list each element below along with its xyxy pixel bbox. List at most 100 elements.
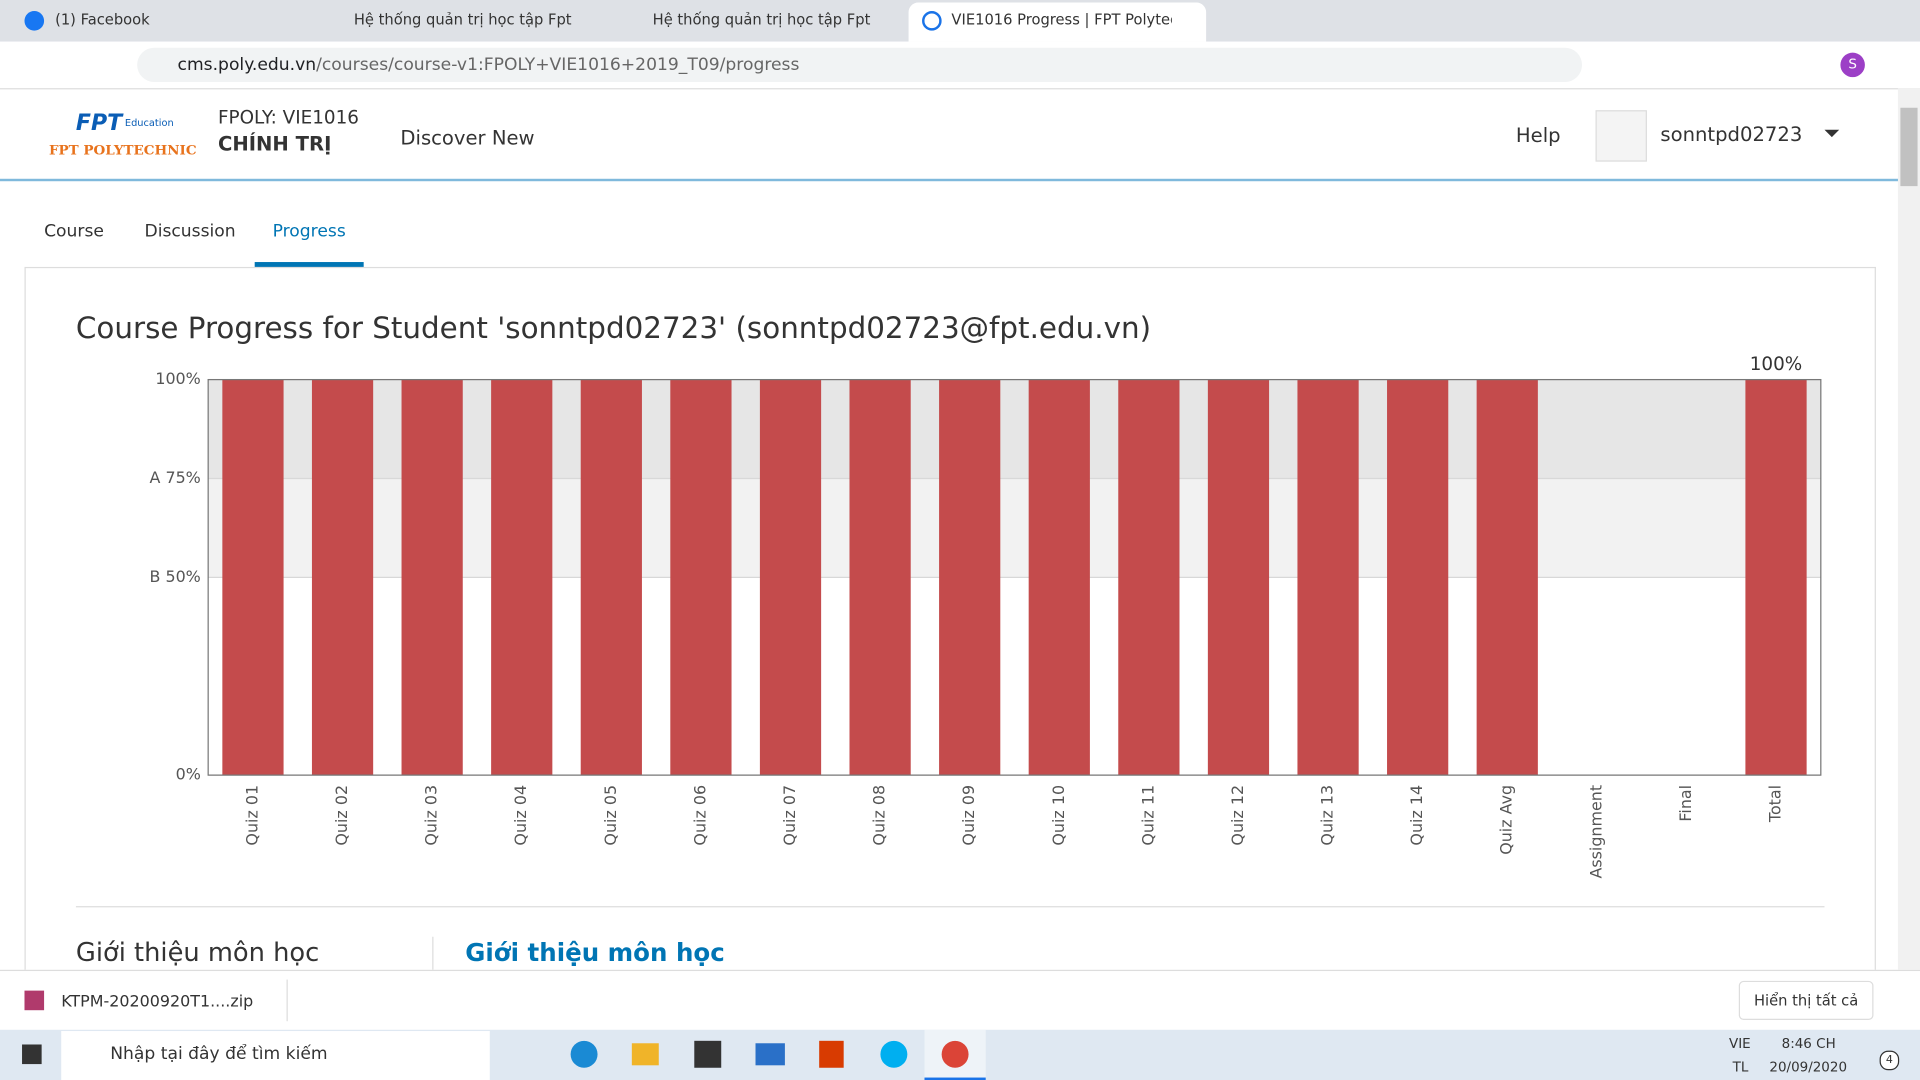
x-tick-label: Quiz 07 — [780, 785, 799, 846]
favicon — [922, 11, 942, 31]
grade-band — [208, 478, 1821, 578]
x-tick-label: Quiz 10 — [1049, 785, 1068, 846]
url: cms.poly.edu.vn/courses/course-v1:FPOLY+… — [178, 55, 800, 75]
bar — [939, 379, 1001, 776]
course-tab[interactable]: Course — [44, 221, 104, 242]
start-button[interactable] — [22, 1044, 42, 1065]
app-icon[interactable] — [570, 1040, 598, 1068]
favicon — [24, 11, 45, 31]
bar — [222, 379, 284, 776]
dropdown-caret[interactable] — [1824, 129, 1840, 145]
divider — [432, 936, 434, 970]
grade-band — [208, 379, 1821, 479]
x-tick-label: Quiz 02 — [332, 785, 351, 846]
y-tick-label: 100% — [155, 369, 200, 388]
course-name: CHÍNH TRỊ — [217, 132, 332, 156]
x-tick-label: Final — [1676, 785, 1695, 822]
app-icon — [941, 1040, 969, 1068]
show-all-button[interactable]: Hiển thị tất cả — [1738, 980, 1874, 1021]
logo-fpt: FPT — [75, 110, 123, 136]
file-icon — [24, 990, 45, 1011]
tab[interactable]: (1) Facebook — [55, 11, 150, 29]
username[interactable]: sonntpd02723 — [1660, 122, 1803, 146]
course-tab-active[interactable]: Progress — [254, 222, 364, 267]
app-icon[interactable] — [819, 1040, 844, 1068]
search-text: Nhập tại đây để tìm kiếm — [110, 1044, 328, 1065]
tab[interactable]: Hệ thống quản trị học tập Fpt Po — [652, 11, 874, 29]
app-icon[interactable] — [880, 1040, 908, 1068]
x-tick-label: Quiz 14 — [1407, 785, 1426, 846]
bar — [580, 379, 642, 776]
download-file[interactable]: KTPM-20200920T1....zip — [61, 993, 254, 1012]
clock-time[interactable]: 8:46 CH — [1781, 1035, 1836, 1052]
plot-frame — [207, 378, 1822, 776]
x-tick-label: Quiz Avg — [1497, 785, 1516, 855]
y-tick-label: 0% — [176, 765, 201, 784]
bar — [1745, 379, 1807, 776]
bar — [1207, 379, 1270, 776]
course-tab[interactable]: Discussion — [144, 221, 236, 242]
nav-link[interactable]: Discover New — [400, 126, 535, 150]
x-tick-label: Quiz 12 — [1228, 785, 1247, 846]
x-tick-label: Quiz 09 — [959, 785, 978, 846]
y-tick-label: A 75% — [150, 468, 201, 487]
bar — [1297, 379, 1359, 776]
x-tick-label: Quiz 06 — [690, 785, 709, 846]
bar — [401, 379, 463, 776]
search-box[interactable] — [61, 1031, 490, 1080]
chart: Course Progress for Student 'sonntpd0272… — [76, 311, 1822, 879]
x-tick-label: Assignment — [1586, 785, 1605, 879]
url-domain: cms.poly.edu.vn — [177, 55, 317, 75]
lang[interactable]: VIE — [1728, 1035, 1751, 1052]
avatar[interactable]: S — [1840, 52, 1865, 78]
address-bar[interactable] — [137, 47, 1583, 83]
active-tab[interactable] — [908, 2, 1207, 42]
scrollbar[interactable] — [1897, 88, 1920, 970]
course-code: FPOLY: VIE1016 — [217, 106, 360, 129]
app-icon[interactable] — [694, 1040, 722, 1068]
user-avatar[interactable] — [1595, 110, 1647, 162]
section-heading: Giới thiệu môn học — [465, 937, 725, 968]
keyboard-layout[interactable]: TL — [1732, 1059, 1749, 1076]
x-tick-label: Quiz 08 — [870, 785, 889, 846]
tab[interactable]: VIE1016 Progress | FPT Polytechn — [951, 11, 1171, 29]
url-path: /courses/course-v1:FPOLY+VIE1016+2019_T0… — [316, 55, 800, 75]
content-box — [24, 266, 1876, 1003]
grade-band — [208, 577, 1821, 776]
x-tick-label: Quiz 05 — [601, 785, 620, 846]
active-app[interactable] — [924, 1029, 986, 1080]
bar — [311, 379, 374, 776]
bar — [1476, 379, 1538, 776]
section-title: Giới thiệu môn học — [75, 937, 320, 968]
x-tick-label: Quiz 13 — [1318, 785, 1337, 846]
y-tick-label: B 50% — [149, 567, 200, 586]
separator — [286, 979, 288, 1022]
logo-sub: Education — [124, 117, 174, 129]
x-tick-label: Quiz 01 — [242, 785, 261, 846]
app-icon[interactable] — [755, 1043, 785, 1066]
bar — [1028, 379, 1090, 776]
scroll-thumb[interactable] — [1900, 107, 1918, 187]
bar — [1387, 379, 1449, 776]
header-line — [0, 178, 1898, 182]
x-tick-label: Quiz 04 — [511, 785, 530, 846]
bar — [1118, 379, 1180, 776]
x-tick-label: Quiz 03 — [422, 785, 441, 846]
bar — [849, 379, 911, 776]
value-label: 100% — [1750, 354, 1803, 375]
x-tick-label: Total — [1766, 785, 1785, 823]
app-icon[interactable] — [631, 1043, 659, 1066]
bar — [670, 379, 732, 776]
x-tick-label: Quiz 11 — [1138, 785, 1157, 846]
notification-count[interactable]: 4 — [1879, 1050, 1900, 1071]
tab[interactable]: Hệ thống quản trị học tập Fpt Po — [353, 11, 575, 29]
bar — [491, 379, 553, 776]
help-link[interactable]: Help — [1515, 123, 1561, 147]
logo-name: FPT POLYTECHNIC — [48, 142, 197, 158]
download-bar — [0, 969, 1920, 1032]
chart-title: Course Progress for Student 'sonntpd0272… — [76, 311, 1151, 345]
bar — [759, 379, 822, 776]
clock-date[interactable]: 20/09/2020 — [1769, 1059, 1848, 1076]
